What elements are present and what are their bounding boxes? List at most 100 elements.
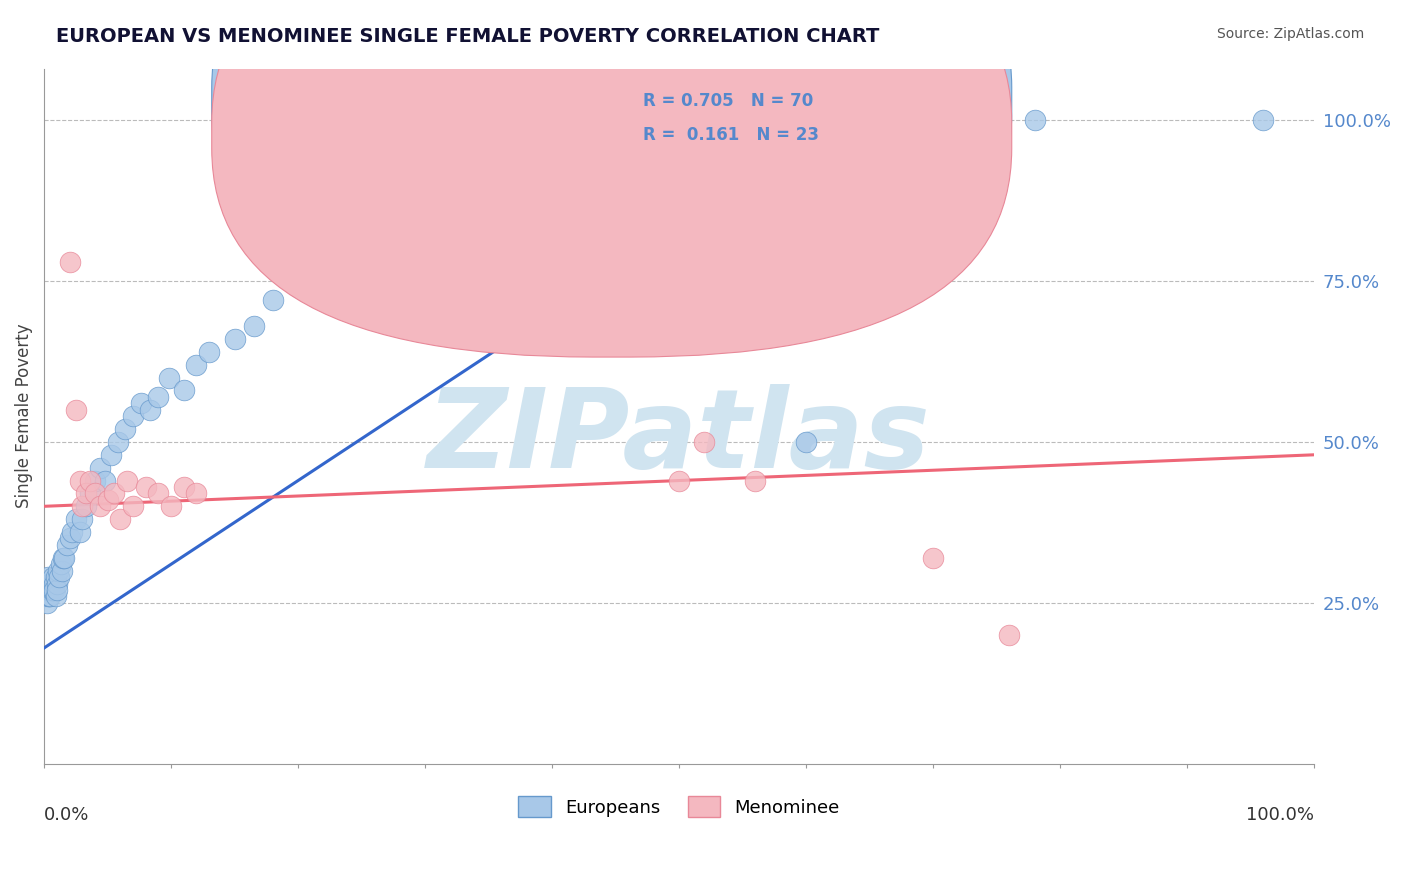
Point: [35, 582, 58, 597]
FancyBboxPatch shape: [571, 72, 863, 162]
Point: [37, 582, 59, 597]
Point: [337, 254, 360, 268]
Point: [38, 576, 60, 591]
Point: [41, 576, 63, 591]
Point: [45, 582, 67, 597]
Legend: Europeans, Menominee: Europeans, Menominee: [512, 789, 846, 824]
Point: [51, 564, 73, 578]
Point: [242, 319, 264, 334]
Point: [42, 582, 65, 597]
Point: [70, 500, 93, 514]
Point: [110, 512, 132, 526]
Point: [1251, 113, 1274, 128]
Point: [42, 570, 65, 584]
Point: [79, 474, 101, 488]
Point: [617, 113, 640, 128]
Text: ZIPatlas: ZIPatlas: [427, 384, 931, 491]
FancyBboxPatch shape: [212, 0, 1012, 322]
Point: [75, 486, 97, 500]
Point: [44, 576, 66, 591]
Point: [70, 512, 93, 526]
Point: [37, 576, 59, 591]
Point: [186, 486, 208, 500]
Point: [45, 590, 67, 604]
Point: [52, 550, 75, 565]
Point: [84, 486, 107, 500]
Point: [60, 524, 83, 539]
FancyBboxPatch shape: [212, 0, 1012, 357]
Point: [39, 582, 62, 597]
Point: [38, 582, 60, 597]
Point: [84, 474, 107, 488]
Text: EUROPEAN VS MENOMINEE SINGLE FEMALE POVERTY CORRELATION CHART: EUROPEAN VS MENOMINEE SINGLE FEMALE POVE…: [56, 27, 880, 45]
Point: [173, 480, 195, 494]
Point: [69, 524, 91, 539]
Point: [998, 628, 1021, 642]
Point: [44, 582, 66, 597]
Point: [138, 402, 160, 417]
Point: [363, 242, 385, 256]
Point: [89, 500, 111, 514]
Text: 0.0%: 0.0%: [44, 805, 90, 823]
Point: [89, 460, 111, 475]
Point: [53, 550, 76, 565]
Point: [148, 486, 170, 500]
Point: [37, 570, 59, 584]
Point: [693, 434, 716, 449]
Point: [75, 500, 97, 514]
Point: [56, 538, 79, 552]
Point: [107, 434, 129, 449]
Point: [58, 532, 80, 546]
Point: [39, 590, 62, 604]
Text: R = 0.705   N = 70: R = 0.705 N = 70: [644, 92, 814, 110]
Point: [35, 596, 58, 610]
Point: [115, 474, 138, 488]
Point: [45, 570, 67, 584]
Point: [401, 216, 423, 230]
Point: [186, 358, 208, 372]
Point: [262, 293, 284, 308]
Point: [58, 254, 80, 268]
Point: [922, 550, 945, 565]
Point: [668, 113, 690, 128]
Point: [129, 396, 152, 410]
Point: [157, 370, 180, 384]
Point: [49, 558, 72, 572]
Point: [45, 576, 67, 591]
Point: [198, 344, 221, 359]
Point: [135, 480, 157, 494]
Point: [65, 402, 87, 417]
Point: [41, 582, 63, 597]
Point: [439, 203, 461, 218]
Point: [34, 582, 56, 597]
Point: [122, 500, 145, 514]
Point: [103, 486, 125, 500]
Point: [38, 590, 60, 604]
Point: [114, 422, 136, 436]
Text: R =  0.161   N = 23: R = 0.161 N = 23: [644, 127, 820, 145]
Point: [39, 576, 62, 591]
Point: [668, 474, 690, 488]
Point: [97, 492, 120, 507]
Point: [100, 448, 122, 462]
Point: [794, 434, 817, 449]
Point: [477, 190, 499, 204]
Point: [160, 500, 183, 514]
Point: [65, 512, 87, 526]
Point: [312, 268, 335, 282]
Point: [46, 564, 69, 578]
Point: [48, 570, 70, 584]
Point: [37, 590, 59, 604]
Text: 100.0%: 100.0%: [1246, 805, 1315, 823]
Point: [567, 228, 589, 243]
Point: [94, 474, 117, 488]
Point: [173, 384, 195, 398]
Point: [122, 409, 145, 424]
Point: [516, 178, 538, 192]
Text: Source: ZipAtlas.com: Source: ZipAtlas.com: [1216, 27, 1364, 41]
Point: [79, 486, 101, 500]
Point: [148, 390, 170, 404]
Point: [34, 590, 56, 604]
Point: [287, 280, 309, 294]
Point: [35, 576, 58, 591]
